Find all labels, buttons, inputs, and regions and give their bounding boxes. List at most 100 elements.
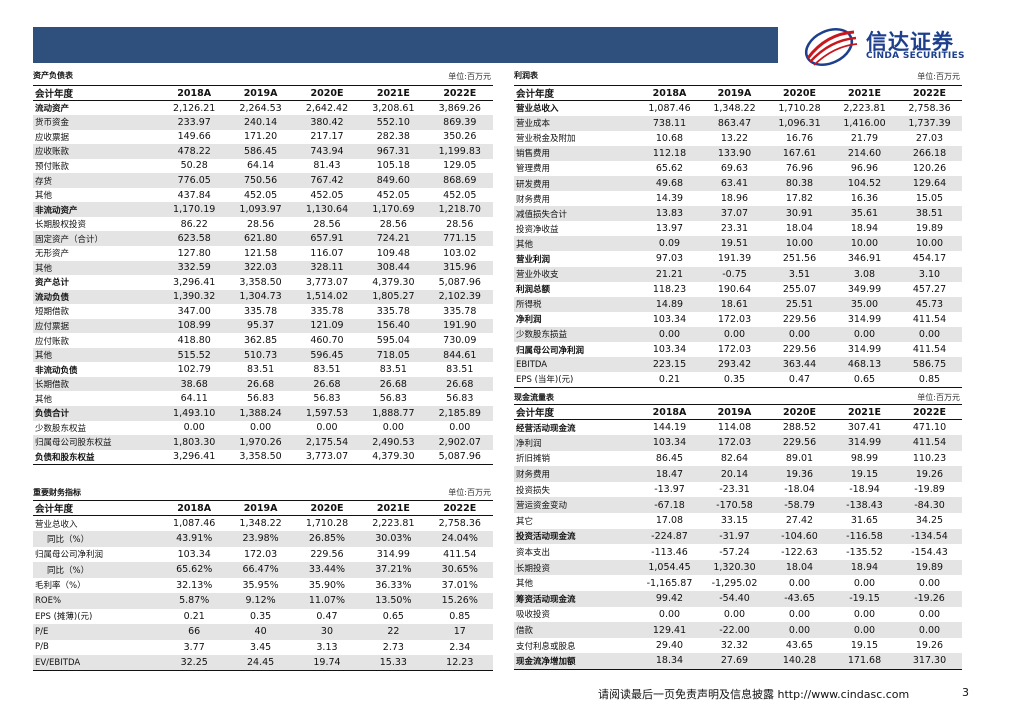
cell-value: 83.51 xyxy=(379,364,407,376)
cell-value: 26.68 xyxy=(313,378,341,390)
cell-value: 3,773.07 xyxy=(305,276,349,288)
cell-value: 18.04 xyxy=(785,562,814,574)
cell-value: 30.03% xyxy=(375,533,412,545)
cell-value: 314.99 xyxy=(847,437,882,449)
cell-value: 0.00 xyxy=(788,328,811,340)
cell-value: 0.00 xyxy=(658,328,681,340)
cell-value: 98.99 xyxy=(850,452,879,464)
cell-value: 335.78 xyxy=(443,305,477,317)
cell-value: 3.13 xyxy=(316,641,338,653)
cell-value: 36.33% xyxy=(375,579,412,591)
income-statement-section: 利润表 单位:百万元 会计年度 2018A 2019A 2020E 2021E 2022E… xyxy=(514,70,962,388)
cell-value: 229.56 xyxy=(782,344,817,356)
cell-value: 64.11 xyxy=(180,393,208,405)
cell-value: 133.90 xyxy=(717,147,752,159)
cell-value: 5,087.96 xyxy=(438,451,481,463)
cell-value: 40 xyxy=(254,626,267,638)
cell-value: 4,379.30 xyxy=(372,451,415,463)
cell-value: 28.56 xyxy=(313,218,341,230)
cell-value: -116.58 xyxy=(846,530,883,542)
table-row: 少数股东损益 0.00 0.00 0.00 0.00 0.00 xyxy=(514,326,962,342)
cell-value: 23.98% xyxy=(242,533,279,545)
table-row: 毛利率（%） 32.13% 35.95% 35.90% 36.33% 37.01% xyxy=(33,578,493,594)
logo-text-cn: 信达证券 xyxy=(866,30,954,54)
cell-value: 5.87% xyxy=(179,595,210,607)
cell-value: 1,597.53 xyxy=(305,407,349,419)
row-label: 预付账款 xyxy=(35,161,70,172)
cell-value: 33.44% xyxy=(308,564,346,576)
cell-value: 2,175.54 xyxy=(305,436,349,448)
cell-value: 1,737.39 xyxy=(908,117,951,129)
cell-value: 0.21 xyxy=(658,373,681,385)
cell-value: 129.05 xyxy=(443,160,477,172)
row-label: 营业总收入 xyxy=(35,519,78,530)
cell-value: 21.21 xyxy=(655,268,684,280)
cell-value: 596.45 xyxy=(310,349,344,361)
cell-value: 0.65 xyxy=(382,610,404,622)
table-row: 现金流净增加额 18.34 27.69 140.28 171.68 317.30 xyxy=(514,653,962,669)
cell-value: 129.64 xyxy=(912,178,947,190)
cell-value: 1,130.64 xyxy=(305,204,349,216)
table-row: 流动资产 2,126.21 2,264.53 2,642.42 3,208.61 3,86… xyxy=(33,101,493,116)
cell-value: 3.10 xyxy=(918,268,941,280)
table-row: 短期借款 347.00 335.78 335.78 335.78 335.78 xyxy=(33,304,493,319)
cell-value: 362.85 xyxy=(243,335,278,347)
cell-value: 0.21 xyxy=(183,610,205,622)
cell-value: 12.23 xyxy=(446,657,474,668)
cell-value: 56.83 xyxy=(313,393,341,405)
cell-value: 172.03 xyxy=(717,437,752,449)
cell-value: 18.47 xyxy=(655,468,684,480)
cell-value: 2,758.36 xyxy=(908,102,951,114)
row-label: 折旧摊销 xyxy=(516,454,551,465)
table-row: 其他 64.11 56.83 56.83 56.83 56.83 xyxy=(33,391,493,406)
cell-value: 335.78 xyxy=(310,305,344,317)
cell-value: 121.09 xyxy=(310,320,344,332)
cell-value: 730.09 xyxy=(443,335,477,347)
cell-value: 19.89 xyxy=(915,562,944,574)
cell-value: 10.00 xyxy=(850,238,879,250)
cell-value: 0.00 xyxy=(658,608,681,620)
cash-flow-unit: 单位:百万元 xyxy=(917,393,960,402)
cell-value: 586.45 xyxy=(243,145,278,157)
cell-value: 1,514.02 xyxy=(305,291,349,303)
cell-value: 868.69 xyxy=(443,175,477,186)
cell-value: 127.80 xyxy=(177,247,211,259)
row-label: 营业总收入 xyxy=(516,104,559,115)
cell-value: 19.51 xyxy=(720,238,749,250)
cell-value: 266.18 xyxy=(912,147,947,159)
row-label: 同比（%） xyxy=(47,565,90,576)
row-label: 同比（%） xyxy=(47,534,90,545)
cell-value: 363.44 xyxy=(782,359,817,371)
cell-value: 240.14 xyxy=(243,116,278,128)
cell-value: 19.36 xyxy=(785,468,814,480)
table-row: 财务费用 14.39 18.96 17.82 16.36 15.05 xyxy=(514,191,962,206)
cell-value: 65.62 xyxy=(655,162,684,174)
cell-value: 34.25 xyxy=(915,515,944,527)
cell-value: 0.00 xyxy=(183,422,205,434)
table-row: 长期借款 38.68 26.68 26.68 26.68 26.68 xyxy=(33,376,493,392)
cell-value: 771.15 xyxy=(443,233,477,245)
cell-value: 38.68 xyxy=(180,378,208,390)
row-label: 销售费用 xyxy=(516,149,551,160)
cell-value: 1,170.19 xyxy=(173,204,216,216)
balance-sheet-section: 资产负债表 单位:百万元 会计年度 2018A 2019A 2020E 2021E 202… xyxy=(33,70,493,465)
cell-value: 1,087.46 xyxy=(173,518,216,529)
cell-value: 380.42 xyxy=(310,116,344,128)
cell-value: 103.34 xyxy=(652,344,687,356)
cell-value: 65.62% xyxy=(176,564,213,576)
table-row: 少数股东权益 0.00 0.00 0.00 0.00 0.00 xyxy=(33,421,493,436)
cell-value: 30.65% xyxy=(441,564,478,576)
cell-value: 172.03 xyxy=(243,548,278,560)
cell-value: -84.30 xyxy=(914,499,945,511)
table-row: 其他 332.59 322.03 328.11 308.44 315.96 xyxy=(33,260,493,276)
cell-value: 288.52 xyxy=(782,422,817,434)
row-label: 应付账款 xyxy=(35,336,70,347)
cell-value: 332.59 xyxy=(177,262,211,274)
row-label: 应收票据 xyxy=(35,132,70,143)
cell-value: 0.47 xyxy=(316,610,338,622)
cell-value: 468.13 xyxy=(847,359,882,371)
cell-value: 95.37 xyxy=(246,320,275,332)
row-label: 非流动负债 xyxy=(35,365,78,376)
row-label: 借款 xyxy=(516,626,534,637)
table-row: 固定资产（合计） 623.58 621.80 657.91 724.21 771.15 xyxy=(33,231,493,246)
